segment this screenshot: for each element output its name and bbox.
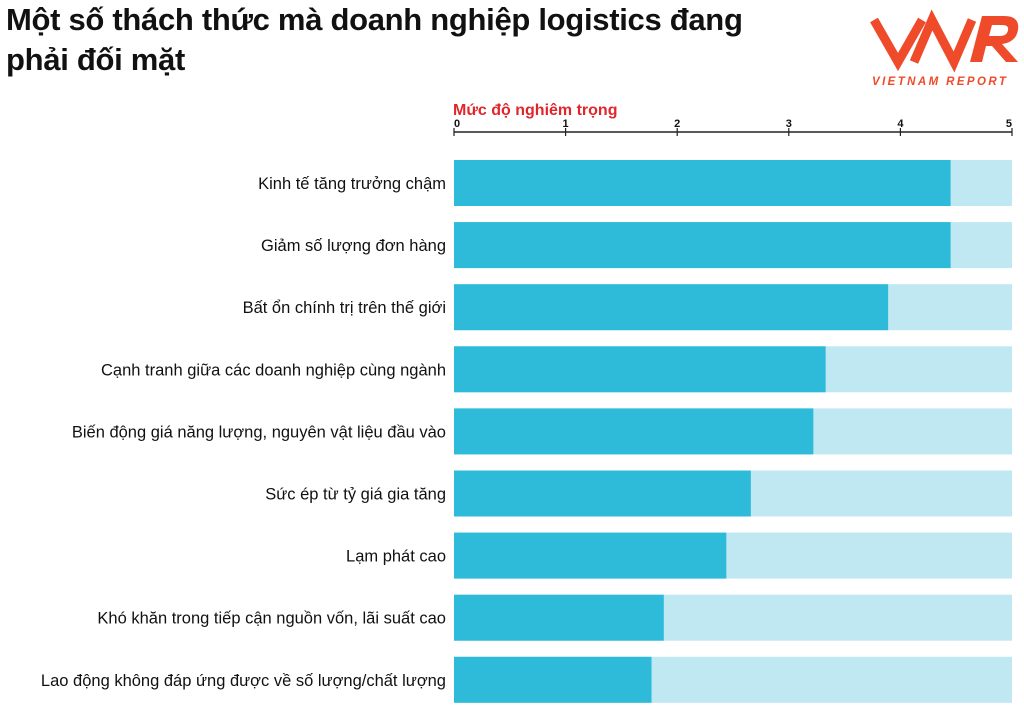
category-label: Bất ổn chính trị trên thế giới [243,299,446,317]
x-tick-label: 1 [563,118,569,130]
bar [454,532,727,579]
bar [454,346,826,393]
vnr-logo-mark [870,9,1019,73]
x-tick-label: 4 [897,118,904,130]
category-label: Biến động giá năng lượng, nguyên vật liệ… [72,423,446,441]
x-tick-label: 0 [454,118,460,130]
bar [454,408,814,455]
bar [454,284,889,331]
bar [454,470,751,517]
axis-title: Mức độ nghiêm trọng [453,102,618,119]
category-label: Giảm số lượng đơn hàng [261,237,446,255]
bar [454,222,951,269]
category-label: Lao động không đáp ứng được về số lượng/… [41,672,446,690]
chart-title: Một số thách thức mà doanh nghiệp logist… [6,2,743,77]
category-label: Kinh tế tăng trưởng chậm [258,175,446,193]
bar [454,160,951,206]
bar [454,656,652,703]
x-tick-label: 2 [674,118,680,130]
x-tick-label: 5 [1006,118,1012,130]
category-label: Cạnh tranh giữa các doanh nghiệp cùng ng… [101,361,446,379]
bar [454,594,664,641]
category-label: Khó khăn trong tiếp cận nguồn vốn, lãi s… [97,610,446,628]
logo-text: VIETNAM REPORT [872,76,1009,88]
category-label: Lạm phát cao [346,548,446,566]
category-label: Sức ép từ tỷ giá gia tăng [265,486,446,504]
x-tick-label: 3 [786,118,792,130]
